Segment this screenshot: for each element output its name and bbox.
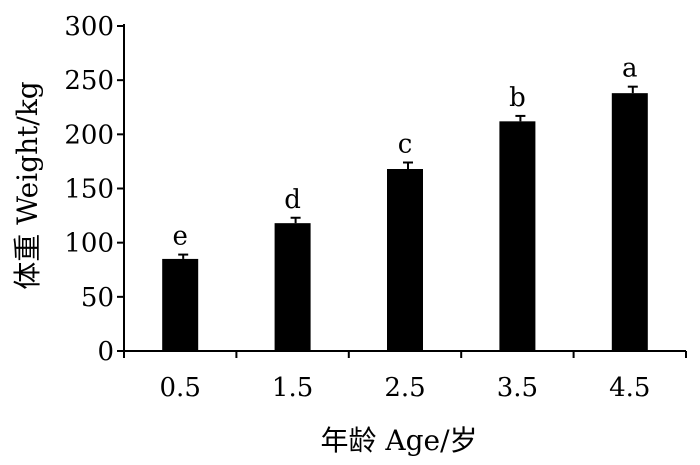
significance-label: e	[173, 222, 188, 252]
y-tick-label: 0	[97, 337, 114, 367]
y-tick-label: 100	[64, 229, 114, 259]
significance-label: d	[284, 185, 301, 215]
bar	[499, 121, 536, 351]
y-tick-label: 150	[64, 175, 114, 205]
x-axis-title: 年龄 Age/岁	[320, 424, 477, 457]
bar	[274, 223, 311, 351]
x-tick-label: 1.5	[272, 373, 313, 403]
x-axis: 0.5 1.5 2.5 3.5 4.5	[123, 350, 687, 403]
bar	[162, 258, 199, 351]
y-axis-title: 体重 Weight/kg	[11, 81, 44, 290]
y-tick-label: 300	[64, 12, 114, 42]
significance-label: c	[398, 130, 413, 160]
y-tick-label: 200	[64, 120, 114, 150]
x-tick-label: 4.5	[609, 373, 650, 403]
significance-label: b	[509, 83, 526, 113]
bars: e d c b a	[162, 54, 648, 352]
bar	[387, 169, 423, 351]
x-tick-label: 3.5	[497, 373, 538, 403]
y-tick-label: 250	[64, 66, 114, 96]
y-tick-label: 50	[81, 283, 114, 313]
significance-label: a	[622, 54, 638, 84]
y-axis: 0 50 100 150 200 250 300	[64, 12, 125, 367]
bar	[611, 93, 648, 352]
x-tick-label: 2.5	[384, 373, 425, 403]
x-tick-label: 0.5	[160, 373, 201, 403]
